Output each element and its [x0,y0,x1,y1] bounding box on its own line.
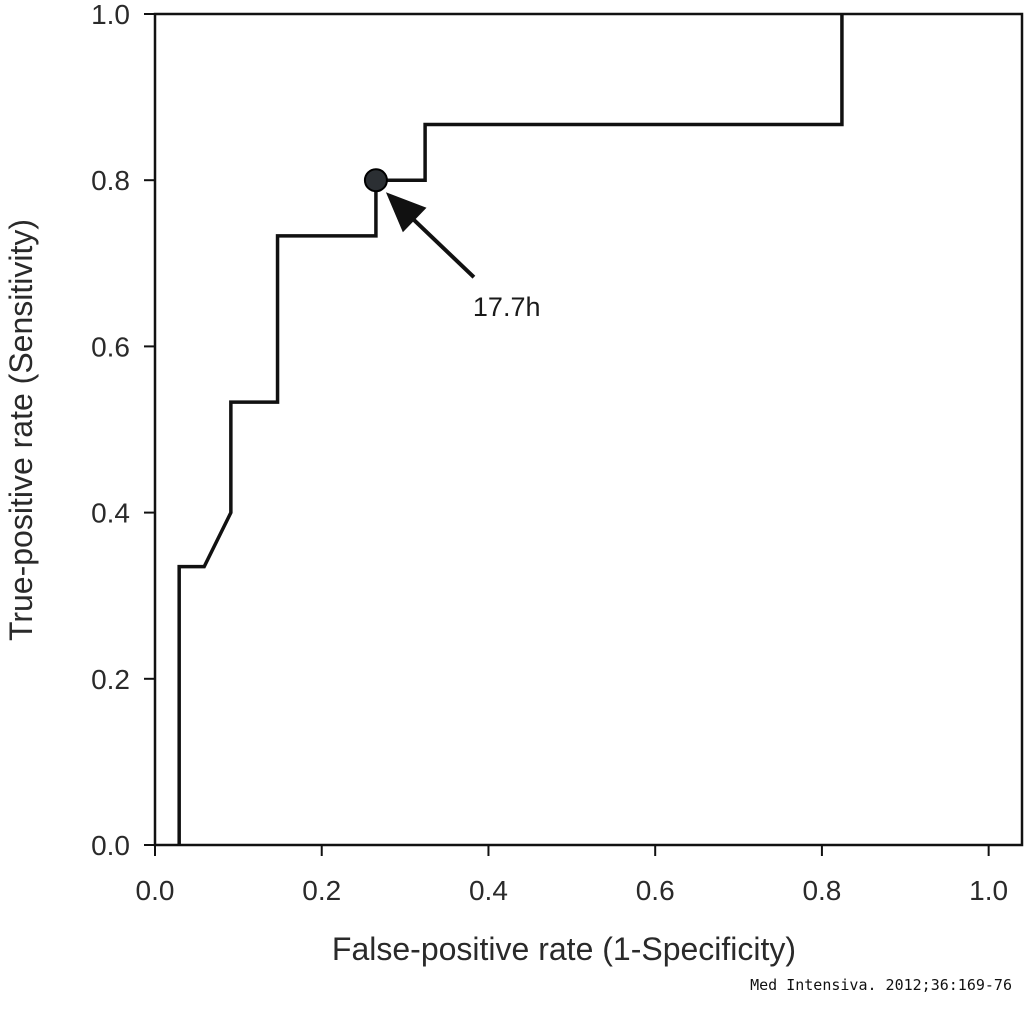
x-axis-title: False-positive rate (1-Specificity) [332,931,796,967]
cutoff-point-marker [363,168,388,193]
x-tick-label: 0.6 [636,875,675,906]
annotation-label: 17.7h [473,292,541,322]
x-tick-label: 0.4 [469,875,508,906]
axis-ticks: 0.0 0.2 0.4 0.6 0.8 1.0 0.0 0.2 0.4 0.6 0.8 1.0 [91,0,1008,906]
x-tick-label: 0.0 [136,875,175,906]
y-tick-label: 0.8 [91,165,130,196]
y-axis-title: True-positive rate (Sensitivity) [3,219,39,641]
y-tick-label: 0.0 [91,830,130,861]
x-tick-label: 1.0 [969,875,1008,906]
source-credit: Med Intensiva. 2012;36:169-76 [750,976,1012,994]
x-tick-label: 0.8 [802,875,841,906]
y-tick-label: 1.0 [91,0,130,30]
plot-border [153,12,1024,847]
roc-series [177,14,844,845]
annotation-arrow-shaft [406,212,476,279]
roc-curve [177,14,844,845]
x-tick-label: 0.2 [302,875,341,906]
y-tick-label: 0.2 [91,664,130,695]
annotations: 17.7h [363,168,541,322]
y-tick-label: 0.4 [91,498,130,529]
annotation-arrow-head [385,192,427,233]
y-tick-label: 0.6 [91,331,130,362]
plot-frame [153,12,1024,847]
